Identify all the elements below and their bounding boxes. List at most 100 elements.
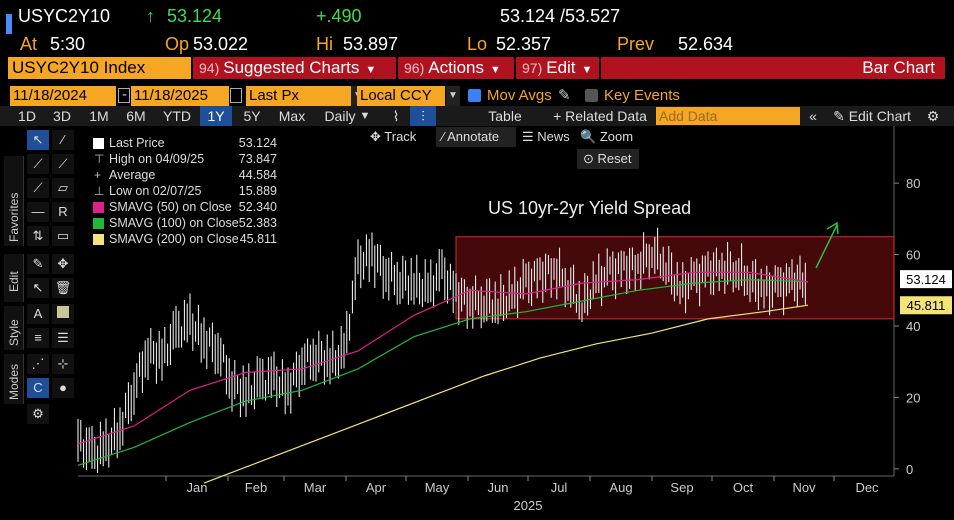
zoom-button[interactable]: 🔍 Zoom — [580, 129, 634, 144]
line-weight-icon[interactable]: ☰ — [52, 328, 74, 348]
add-data-input[interactable]: Add Data — [656, 107, 800, 125]
tab-modes[interactable]: Modes — [4, 354, 24, 404]
legend-last-price[interactable]: Last Price 53.124 — [91, 135, 277, 151]
reset-button[interactable]: ⊙ Reset — [577, 149, 639, 169]
calendar-icon[interactable] — [118, 88, 130, 103]
suggested-charts-menu[interactable]: 94) Suggested Charts ▼ — [193, 57, 396, 79]
news-button[interactable]: ☰ News — [522, 129, 570, 144]
draw-line-icon[interactable]: ⁄ — [52, 130, 74, 150]
sma200-line — [203, 304, 809, 484]
pointer-icon[interactable]: ↖ — [27, 130, 49, 150]
tab-favorites[interactable]: Favorites — [4, 156, 24, 246]
table-button[interactable]: Table — [488, 108, 522, 124]
legend-low: ⊥ Low on 02/07/25 15.889 — [94, 184, 277, 198]
last-price-tag-label: 53.124 — [906, 272, 946, 287]
legend-average: + Average 44.584 — [94, 168, 277, 182]
security-field[interactable]: USYC2Y10 Index — [8, 57, 191, 79]
open-label: Op — [165, 34, 190, 54]
fill-color-icon[interactable] — [52, 304, 74, 324]
period-1d[interactable]: 1D — [18, 108, 36, 124]
legend-sma200[interactable]: SMAVG (200) on Close 45.811 — [91, 231, 277, 247]
x-tick-label: Jan — [187, 480, 208, 495]
currency-selector[interactable]: Local CCY — [357, 86, 445, 106]
y-tick-label: 40 — [906, 319, 920, 334]
channel-icon[interactable]: ▱ — [52, 178, 74, 198]
collapse-icon[interactable]: « — [809, 108, 817, 124]
crosshair-icon[interactable]: ⊹ — [52, 354, 74, 374]
sma50-line — [77, 271, 809, 445]
end-date-field[interactable]: 11/18/2025 — [131, 86, 229, 106]
prev-label: Prev — [617, 34, 655, 54]
sma200-tag-label: 45.811 — [907, 298, 946, 313]
x-axis-title: 2025 — [514, 498, 543, 513]
palette-icon[interactable]: ● — [52, 378, 74, 398]
x-tick-label: Apr — [366, 480, 387, 495]
period-3d[interactable]: 3D — [53, 108, 71, 124]
sma100-line — [77, 278, 809, 466]
period-max[interactable]: Max — [278, 108, 306, 124]
frequency-selector[interactable]: Daily — [324, 108, 356, 124]
chevron-down-icon[interactable]: ▼ — [359, 110, 371, 122]
edit-chart-button[interactable]: ✎ Edit Chart — [833, 108, 911, 124]
bar-chart-icon[interactable]: ⫶ — [410, 106, 436, 126]
font-icon[interactable]: A — [27, 304, 49, 324]
field-selector[interactable]: Last Px — [246, 86, 351, 106]
gear-icon[interactable]: ⚙ — [926, 108, 940, 124]
legend-sma50[interactable]: SMAVG (50) on Close 52.340 — [91, 199, 277, 215]
dotted-line-icon[interactable]: ⋰ — [27, 354, 49, 374]
period-5y[interactable]: 5Y — [243, 108, 261, 124]
tab-edit[interactable]: Edit — [4, 254, 24, 302]
chart-controls: 11/18/2024 - 11/18/2025 Last Px ▼ Local … — [0, 86, 954, 106]
x-tick-label: Feb — [245, 480, 267, 495]
chevron-down-icon[interactable]: ▼ — [446, 86, 460, 106]
x-tick-label: Jun — [488, 480, 509, 495]
y-tick-label: 20 — [906, 390, 920, 405]
calendar-icon[interactable] — [230, 88, 242, 103]
tab-style[interactable]: Style — [4, 306, 24, 350]
actions-menu[interactable]: 96) Actions ▼ — [398, 57, 514, 79]
fibonacci-icon[interactable]: ⇅ — [27, 226, 49, 246]
y-tick-label: 80 — [906, 176, 920, 191]
chart-type-label[interactable]: Bar Chart — [601, 57, 945, 79]
line-style-icon[interactable]: ≡ — [27, 328, 49, 348]
edit-menu[interactable]: 97) Edit ▼ — [516, 57, 599, 79]
line-chart-icon[interactable]: ⌇ — [392, 108, 400, 124]
key-events-checkbox[interactable] — [585, 89, 598, 102]
high-label: Hi — [316, 34, 333, 54]
ticker-marker — [6, 14, 12, 34]
date-separator: - — [122, 86, 127, 103]
snap-icon[interactable]: C — [27, 378, 49, 398]
x-tick-label: Jul — [551, 480, 568, 495]
period-6m[interactable]: 6M — [126, 108, 146, 124]
mov-avgs-checkbox[interactable] — [468, 89, 481, 102]
horizontal-line-icon[interactable]: — — [27, 202, 49, 222]
settings-icon[interactable]: ⚙ — [27, 404, 49, 424]
track-button[interactable]: ✥ Track — [370, 129, 417, 144]
x-tick-label: May — [425, 480, 450, 495]
period-1y[interactable]: 1Y — [200, 106, 232, 126]
legend-high: ⊤ High on 04/09/25 73.847 — [94, 152, 277, 166]
period-1m[interactable]: 1M — [89, 108, 109, 124]
pen-icon[interactable]: ✎ — [27, 254, 49, 274]
chart-title: US 10yr-2yr Yield Spread — [488, 198, 691, 218]
mov-avgs-label[interactable]: Mov Avgs — [487, 87, 552, 104]
period-ytd[interactable]: YTD — [163, 108, 191, 124]
tool-palette: Favorites Edit Style Modes ↖ ⁄ ⟋ ⟋ ⟋ ▱ —… — [0, 126, 78, 426]
trend-line-icon[interactable]: ⟋ — [27, 154, 49, 174]
legend-sma100[interactable]: SMAVG (100) on Close 52.383 — [91, 215, 277, 231]
segment-icon[interactable]: ⟋ — [27, 178, 49, 198]
ray-icon[interactable]: ⟋ — [52, 154, 74, 174]
period-toolbar: 1D 3D 1M 6M YTD 1Y 5Y Max Daily ▼ ⌇ ⫶ Ta… — [0, 106, 954, 126]
rectangle-icon[interactable]: ▭ — [52, 226, 74, 246]
pencil-icon[interactable]: ✎ — [558, 87, 571, 104]
annotate-button[interactable]: ⁄ Annotate — [436, 127, 516, 147]
trash-icon[interactable]: 🗑 — [52, 278, 74, 298]
start-date-field[interactable]: 11/18/2024 — [10, 86, 116, 106]
move-icon[interactable]: ✥ — [52, 254, 74, 274]
select-plus-icon[interactable]: ↖ — [27, 278, 49, 298]
text-tool-icon[interactable]: R — [52, 202, 74, 222]
open-value: 53.022 — [193, 34, 249, 54]
related-data-button[interactable]: + Related Data — [553, 108, 647, 124]
key-events-label[interactable]: Key Events — [604, 87, 680, 104]
